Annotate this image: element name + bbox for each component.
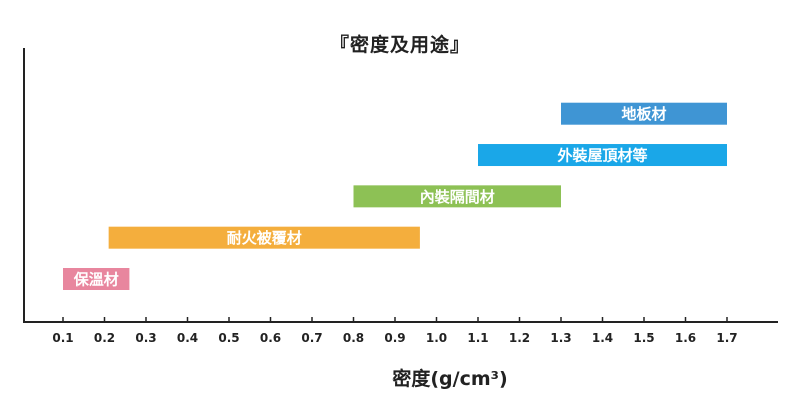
- x-tick-label: 0.7: [301, 331, 322, 345]
- x-tick-label: 1.3: [550, 331, 571, 345]
- x-tick-label: 1.4: [592, 331, 613, 345]
- x-tick-label: 0.9: [384, 331, 405, 345]
- bar-label: 地板材: [621, 105, 666, 123]
- x-axis-label: 密度(g/cm³): [392, 368, 508, 390]
- bar: [63, 268, 130, 290]
- x-tick-label: 1.6: [675, 331, 696, 345]
- bar: [561, 102, 727, 125]
- x-tick-label: 1.7: [716, 331, 737, 345]
- bar: [108, 226, 420, 249]
- x-tick-label: 1.0: [426, 331, 447, 345]
- bar-label: 內裝隔間材: [420, 188, 495, 206]
- x-tick-label: 1.2: [509, 331, 530, 345]
- x-tick-label: 0.4: [177, 331, 198, 345]
- x-ticks: 0.1 0.2 0.3 0.4 0.5 0.6 0.7 0.8 0.9 1.0 1.1 1.2 1.3 1…: [52, 317, 738, 345]
- bar-label: 外裝屋頂材等: [556, 147, 647, 165]
- x-tick-label: 0.3: [135, 331, 156, 345]
- x-tick-label: 0.2: [94, 331, 115, 345]
- bar-label: 耐火被覆材: [227, 229, 302, 247]
- x-tick-label: 0.6: [260, 331, 281, 345]
- x-tick-label: 0.1: [52, 331, 73, 345]
- chart-title: 『密度及用途』: [329, 34, 470, 56]
- bar-label: 保溫材: [73, 271, 119, 289]
- bar: [353, 185, 561, 208]
- x-tick-label: 1.5: [633, 331, 654, 345]
- bar: [478, 144, 727, 167]
- x-tick-label: 0.5: [218, 331, 239, 345]
- bars: 保溫材 耐火被覆材 內裝隔間材 外裝屋頂材等 地板材: [63, 102, 727, 290]
- x-tick-label: 1.1: [467, 331, 488, 345]
- x-tick-label: 0.8: [343, 331, 364, 345]
